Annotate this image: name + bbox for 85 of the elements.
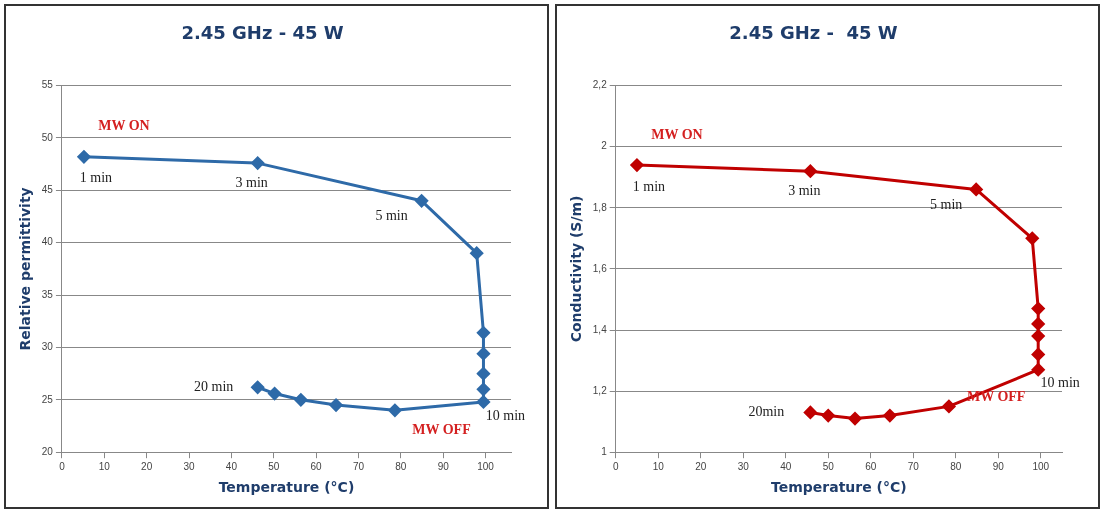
chart-title: 2.45 GHz - 45 W: [729, 22, 898, 44]
y-tick-label: 40: [41, 236, 54, 248]
point: [251, 380, 265, 394]
annotation: 10 min: [1040, 375, 1080, 391]
annotation: 3 min: [788, 182, 821, 198]
x-axis-title: Temperature (°C): [218, 479, 355, 496]
x-tick-label: 80: [395, 460, 407, 472]
point: [1031, 329, 1045, 343]
point: [942, 399, 956, 413]
point: [803, 405, 817, 419]
x-tick-label: 20: [695, 460, 707, 472]
point: [470, 246, 484, 260]
annotation: MW OFF: [412, 421, 471, 437]
chart-title: 2.45 GHz - 45 W: [181, 22, 344, 44]
x-tick-label: 100: [1032, 460, 1050, 472]
x-tick-label: 80: [950, 460, 962, 472]
x-tick-label: 60: [865, 460, 877, 472]
x-tick-label: 100: [477, 460, 495, 472]
y-tick-label: 30: [41, 341, 54, 353]
x-tick-label: 30: [737, 460, 750, 472]
point: [969, 182, 983, 196]
point: [476, 326, 490, 340]
annotation: 20 min: [194, 378, 234, 394]
x-tick-label: 90: [992, 460, 1005, 472]
y-tick-label: 20: [41, 445, 54, 457]
point: [1031, 363, 1045, 377]
point: [848, 412, 862, 426]
x-tick-label: 20: [141, 460, 153, 472]
annotation: 5 min: [375, 208, 408, 224]
x-tick-label: 10: [98, 460, 111, 472]
point: [1025, 231, 1039, 245]
point: [251, 156, 265, 170]
y-axis-title: Relative permittivity: [17, 187, 34, 351]
y-axis-title: Conductivity (S/m): [568, 195, 585, 343]
x-tick-label: 50: [268, 460, 280, 472]
point: [1031, 317, 1045, 331]
y-tick-label: 1,6: [592, 262, 608, 274]
y-tick-label: 25: [41, 393, 54, 405]
y-tick-label: 50: [41, 131, 54, 143]
point: [630, 158, 644, 172]
point: [329, 398, 343, 412]
x-tick-label: 30: [183, 460, 196, 472]
point: [476, 395, 490, 409]
x-tick-label: 90: [437, 460, 450, 472]
x-tick-label: 70: [907, 460, 920, 472]
annotation: MW ON: [651, 126, 703, 142]
y-tick-label: 2,2: [592, 79, 608, 91]
y-tick-label: 1,4: [592, 323, 608, 335]
point: [388, 403, 402, 417]
annotation: 3 min: [235, 174, 268, 190]
point: [1031, 347, 1045, 361]
annotation: MW OFF: [966, 389, 1026, 405]
point: [883, 409, 897, 423]
annotation: MW ON: [98, 118, 150, 134]
annotation: 10 min: [485, 407, 526, 423]
annotation: 1 min: [79, 170, 113, 186]
y-tick-label: 1,8: [592, 201, 608, 213]
x-tick-label: 70: [352, 460, 365, 472]
point: [415, 194, 429, 208]
point: [476, 347, 490, 361]
y-tick-label: 2: [601, 140, 608, 152]
y-tick-label: 1,2: [592, 384, 608, 396]
annotation: 1 min: [632, 178, 666, 194]
annotation: 20min: [748, 404, 785, 420]
annotation: 5 min: [930, 197, 963, 213]
y-tick-label: 55: [41, 79, 54, 91]
y-tick-label: 45: [41, 184, 54, 196]
x-tick-label: 40: [225, 460, 238, 472]
x-tick-label: 40: [780, 460, 792, 472]
point: [294, 393, 308, 407]
x-tick-label: 0: [612, 460, 619, 472]
point: [476, 382, 490, 396]
y-tick-label: 35: [41, 288, 54, 300]
point: [476, 367, 490, 381]
x-tick-label: 50: [822, 460, 835, 472]
point: [821, 409, 835, 423]
x-axis-title: Temperature (°C): [771, 479, 907, 496]
point: [77, 150, 91, 164]
x-tick-label: 60: [310, 460, 323, 472]
x-tick-label: 0: [59, 460, 66, 472]
x-tick-label: 10: [652, 460, 665, 472]
point: [1031, 302, 1045, 316]
point: [268, 387, 282, 401]
point: [803, 164, 817, 178]
y-tick-label: 1: [601, 445, 608, 457]
